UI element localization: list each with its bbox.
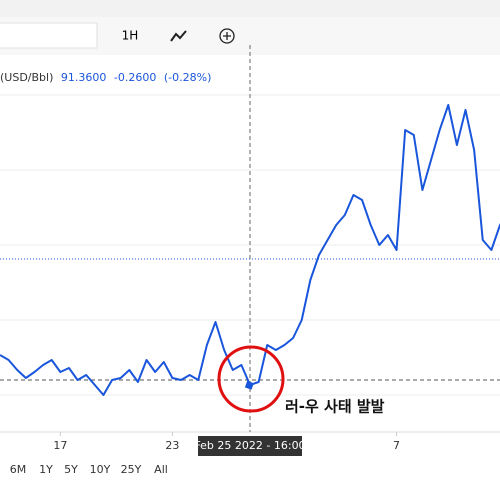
range-button[interactable]: 1Y bbox=[39, 463, 53, 476]
range-button[interactable]: 10Y bbox=[90, 463, 111, 476]
interval-button[interactable]: 1H bbox=[122, 29, 139, 43]
x-tick-label: 7 bbox=[393, 439, 400, 452]
price-line bbox=[0, 104, 500, 396]
price: 91.3600 bbox=[61, 71, 107, 84]
highlight-circle bbox=[217, 345, 285, 413]
crosshair-label: Feb 25 2022 - 16:00 bbox=[194, 439, 305, 452]
range-button[interactable]: 25Y bbox=[121, 463, 142, 476]
range-button[interactable]: All bbox=[154, 463, 168, 476]
legend: (USD/Bbl) 91.3600 -0.2600 (-0.28%) bbox=[0, 71, 211, 84]
crosshair-point bbox=[244, 380, 254, 390]
range-button[interactable]: 6M bbox=[10, 463, 27, 476]
add-icon[interactable] bbox=[219, 28, 235, 44]
x-tick-label: 17 bbox=[53, 439, 67, 452]
chart-type-icon[interactable] bbox=[170, 30, 187, 42]
crosshair-label-box bbox=[198, 436, 302, 456]
range-button[interactable]: 5Y bbox=[64, 463, 78, 476]
x-tick-label: 23 bbox=[165, 439, 179, 452]
search-box[interactable] bbox=[0, 22, 98, 49]
change-pct: (-0.28%) bbox=[164, 71, 212, 84]
change: -0.2600 bbox=[114, 71, 156, 84]
annotation: 러-우 사태 발발 bbox=[285, 398, 385, 416]
unit: (USD/Bbl) bbox=[0, 71, 53, 84]
top-strip bbox=[0, 0, 500, 17]
add-icon-plus bbox=[223, 32, 231, 40]
range-buttons: 6M 1Y 5Y 10Y 25Y All bbox=[10, 463, 168, 476]
